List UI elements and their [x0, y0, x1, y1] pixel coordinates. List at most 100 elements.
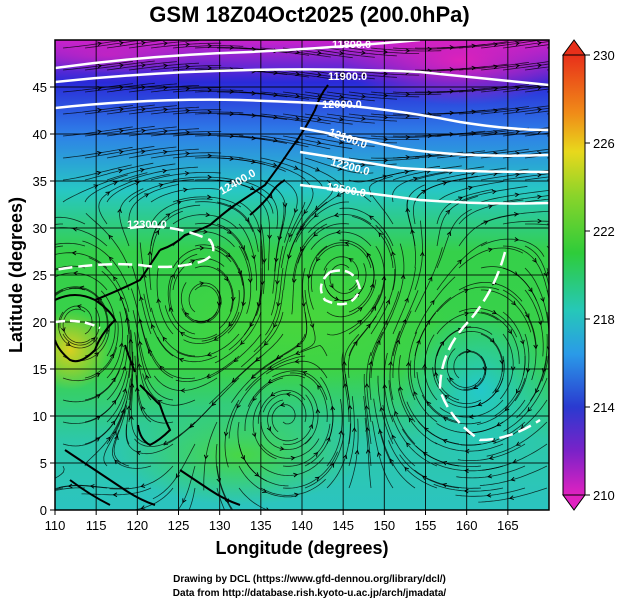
streamline-arrow [313, 232, 318, 237]
streamline-arrow [61, 327, 66, 333]
streamline-arrow [240, 245, 245, 251]
streamline-arrow [27, 232, 31, 235]
streamline-arrow [383, 136, 389, 142]
streamline [326, 47, 397, 57]
streamline [524, 110, 549, 115]
y-axis-label: Latitude (degrees) [6, 197, 26, 353]
streamline [366, 352, 372, 423]
credit-data: Data from http://database.rish.kyoto-u.a… [172, 588, 447, 599]
streamline [282, 179, 298, 243]
streamline [62, 174, 128, 203]
streamline-arrow [206, 194, 212, 200]
streamline-arrow [295, 71, 301, 77]
streamline [414, 166, 485, 181]
streamline [103, 401, 128, 467]
streamline-arrow [330, 405, 336, 411]
streamline [128, 85, 200, 93]
streamline-arrow [442, 482, 447, 488]
streamline [373, 398, 394, 467]
coastlines [55, 84, 329, 506]
streamline-arrow [515, 129, 521, 135]
streamline-arrow [97, 63, 103, 69]
streamline [139, 318, 174, 379]
streamline-arrow [97, 107, 103, 113]
streamline-arrow [442, 460, 448, 466]
streamline-arrow [464, 448, 470, 454]
streamline [106, 163, 176, 181]
streamline [502, 85, 549, 93]
streamline [436, 312, 499, 335]
streamline [207, 333, 262, 379]
streamline [398, 355, 416, 423]
y-tick-label: 5 [40, 456, 47, 471]
streamline-arrow [48, 269, 52, 272]
streamline [181, 289, 222, 324]
streamline [503, 377, 548, 432]
streamline [525, 223, 549, 226]
streamline-arrow [365, 448, 371, 454]
streamline-arrow [267, 378, 273, 384]
streamline-arrow [183, 187, 188, 193]
streamline [436, 208, 472, 269]
streamline-arrow [391, 434, 396, 440]
streamline [269, 311, 308, 364]
streamline-arrow [314, 476, 320, 482]
streamline [55, 227, 108, 247]
streamline [421, 394, 482, 425]
streamline [164, 305, 218, 340]
streamline [250, 333, 306, 379]
streamline [458, 106, 530, 115]
streamline [478, 487, 548, 503]
streamline-arrow [537, 194, 542, 200]
streamline-arrow [274, 257, 279, 263]
streamline [55, 216, 86, 225]
streamline [433, 483, 504, 492]
streamline-arrow [551, 302, 555, 306]
streamline-arrow [430, 299, 435, 305]
colorbar-top-arrow [562, 39, 586, 56]
streamline-arrow [368, 215, 374, 220]
streamline-arrow [336, 192, 342, 197]
streamline-arrow [361, 94, 367, 99]
streamline [414, 469, 482, 489]
streamline-arrow [537, 107, 543, 112]
streamline-arrow [163, 107, 169, 113]
colorbar-tick-label: 226 [593, 136, 615, 151]
streamline-arrow [487, 247, 493, 253]
contour-label-11800: 11800.0 [332, 39, 371, 51]
streamline [434, 442, 504, 452]
streamline [216, 267, 234, 329]
streamline [216, 201, 259, 252]
streamline [439, 399, 504, 418]
streamline [502, 245, 548, 292]
streamline-arrow [247, 278, 253, 284]
streamline [392, 290, 419, 357]
streamline [115, 287, 130, 357]
streamline [282, 69, 353, 80]
streamline [106, 105, 177, 115]
streamline [524, 132, 549, 137]
streamline [260, 421, 312, 450]
streamline-arrow [137, 340, 143, 346]
streamline [436, 129, 508, 137]
streamline-arrow [90, 337, 96, 342]
streamline-arrow [293, 165, 299, 170]
streamline-arrow [97, 150, 102, 156]
streamline-arrow [303, 209, 308, 215]
streamline [55, 252, 108, 269]
streamline [272, 223, 284, 294]
streamline [128, 184, 179, 225]
y-tick-label: 40 [33, 127, 47, 142]
streamline-arrow [306, 274, 312, 280]
streamline [272, 370, 328, 401]
x-tick-label: 165 [497, 518, 519, 533]
streamline-arrow [118, 168, 124, 174]
streamline [227, 267, 245, 334]
streamline [502, 41, 549, 49]
streamline-arrow [273, 137, 279, 143]
streamline-arrow [525, 313, 530, 319]
y-tick-label: 25 [33, 268, 47, 283]
streamline-arrow [165, 213, 171, 218]
streamline-arrow [228, 322, 233, 327]
streamline [238, 223, 257, 291]
